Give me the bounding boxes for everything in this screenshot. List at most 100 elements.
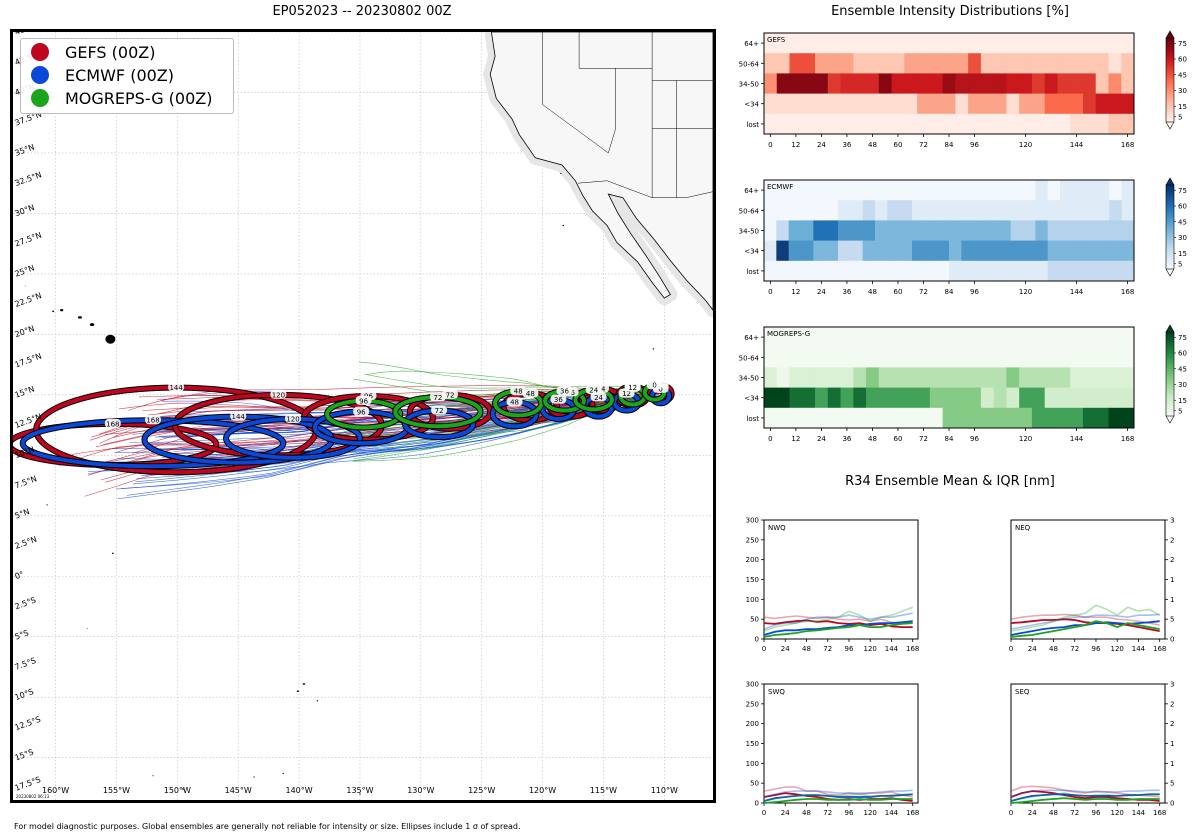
- r34-y-label: 150: [746, 740, 759, 748]
- r34-mean-mogreps: [1010, 620, 1160, 638]
- heat-cell: [1031, 73, 1046, 95]
- ellipse-hour-bg: [168, 382, 185, 392]
- heat-cell: [891, 387, 905, 409]
- colorbar-segment: [1166, 63, 1174, 66]
- heat-cell: [891, 53, 905, 74]
- legend-ecmwf-label: ECMWF (00Z): [65, 65, 174, 85]
- heat-panel-title: MOGREPS-G: [767, 330, 810, 338]
- heat-cell: [1057, 367, 1071, 389]
- heat-cell: [1070, 327, 1084, 348]
- heat-cell: [1095, 33, 1109, 54]
- r34-y-label: 300: [1170, 681, 1175, 689]
- heat-cell: [1095, 113, 1109, 135]
- ellipse-hour-bg: [431, 405, 448, 415]
- colorbar-segment: [1166, 237, 1174, 241]
- heat-cell: [1095, 367, 1109, 389]
- heat-cell: [862, 220, 876, 242]
- colorbar-segment: [1166, 203, 1174, 207]
- heat-cell: [1019, 367, 1033, 389]
- heat-cell: [904, 347, 918, 368]
- heat-cell: [998, 240, 1012, 262]
- heat-cell: [827, 73, 842, 95]
- heat-cell: [764, 53, 778, 74]
- heat-cell: [917, 33, 931, 54]
- heat-cell: [1108, 327, 1122, 348]
- heat-cell: [1095, 327, 1109, 348]
- heat-cell: [815, 73, 829, 95]
- heat-cell: [802, 367, 816, 389]
- heat-cell: [802, 73, 816, 95]
- colorbar-segment: [1166, 382, 1174, 385]
- r34-x-label: 168: [906, 809, 919, 817]
- heat-cell: [1072, 200, 1086, 221]
- heat-cell: [1057, 53, 1071, 74]
- heat-cell: [929, 53, 944, 74]
- colorbar-segment: [1166, 241, 1174, 245]
- colorbar-segment: [1166, 75, 1174, 79]
- heat-cell: [1082, 407, 1097, 429]
- colorbar-segment: [1166, 50, 1174, 54]
- colorbar-label: 45: [1178, 71, 1187, 79]
- heat-cell: [866, 387, 880, 409]
- map-legend: GEFS (00Z) ECMWF (00Z) MOGREPS-G (00Z): [20, 38, 234, 114]
- heat-cell: [942, 73, 956, 95]
- heat-cell: [1006, 407, 1020, 429]
- colorbar-segment: [1166, 355, 1174, 358]
- heat-x-label: 24: [817, 141, 826, 149]
- heat-cell: [815, 33, 829, 54]
- heat-cell: [789, 53, 803, 74]
- colorbar-segment: [1166, 239, 1174, 243]
- heat-cell: [904, 33, 918, 54]
- heat-cell: [875, 220, 888, 242]
- heat-cell: [968, 93, 982, 115]
- heat-cell: [776, 260, 790, 282]
- heat-row-label: 34-50: [739, 228, 759, 236]
- lon-tick-label: 130°W: [407, 786, 434, 795]
- heat-cell: [998, 180, 1012, 201]
- heat-cell: [949, 200, 962, 221]
- colorbar-segment: [1166, 380, 1174, 383]
- colorbar-segment: [1166, 250, 1174, 253]
- colorbar-label: 5: [1178, 113, 1182, 121]
- heat-x-label: 12: [791, 141, 800, 149]
- r34-x-label: 168: [1153, 645, 1166, 653]
- colorbar-bottom-arrow: [1165, 121, 1175, 130]
- colorbar-segment: [1166, 90, 1174, 94]
- colorbar-segment: [1166, 117, 1174, 121]
- heat-cell: [801, 260, 814, 282]
- heat-cell: [899, 200, 913, 221]
- heat-x-label: 60: [894, 141, 903, 149]
- r34-y-label: 50: [1170, 616, 1175, 624]
- colorbar-segment: [1166, 369, 1174, 373]
- legend-mogreps-label: MOGREPS-G (00Z): [65, 88, 213, 108]
- heat-cell: [1121, 93, 1135, 115]
- r34-iqr-gefs: [1010, 613, 1160, 626]
- heat-cell: [776, 200, 790, 221]
- heat-cell: [955, 33, 969, 54]
- ellipse-hour-label: 96: [357, 408, 366, 416]
- heat-cell: [904, 367, 918, 389]
- r34-x-label: 144: [1132, 809, 1146, 817]
- heat-cell: [853, 53, 867, 74]
- heat-cell: [815, 347, 829, 368]
- r34-mean-mogreps: [763, 622, 913, 638]
- heat-cell: [825, 240, 839, 262]
- heat-cell: [827, 53, 842, 74]
- colorbar-segment: [1166, 54, 1174, 58]
- r34-y-label: 250: [746, 700, 759, 708]
- heat-cell: [1084, 220, 1098, 242]
- heat-x-label: 24: [817, 435, 826, 443]
- heat-cell: [776, 347, 791, 368]
- heat-cell: [904, 73, 918, 95]
- heat-cell: [838, 180, 851, 201]
- heat-cell: [1082, 327, 1097, 348]
- heat-cell: [1057, 387, 1071, 409]
- r34-iqr-ecmwf: [763, 789, 913, 798]
- heat-cell: [891, 327, 905, 348]
- heat-cell: [1121, 53, 1135, 74]
- heat-cell: [1070, 113, 1084, 135]
- r34-y-label: 300: [1170, 517, 1175, 525]
- heat-x-label: 72: [919, 435, 928, 443]
- colorbar-segment: [1166, 111, 1174, 115]
- heat-cell: [998, 200, 1012, 221]
